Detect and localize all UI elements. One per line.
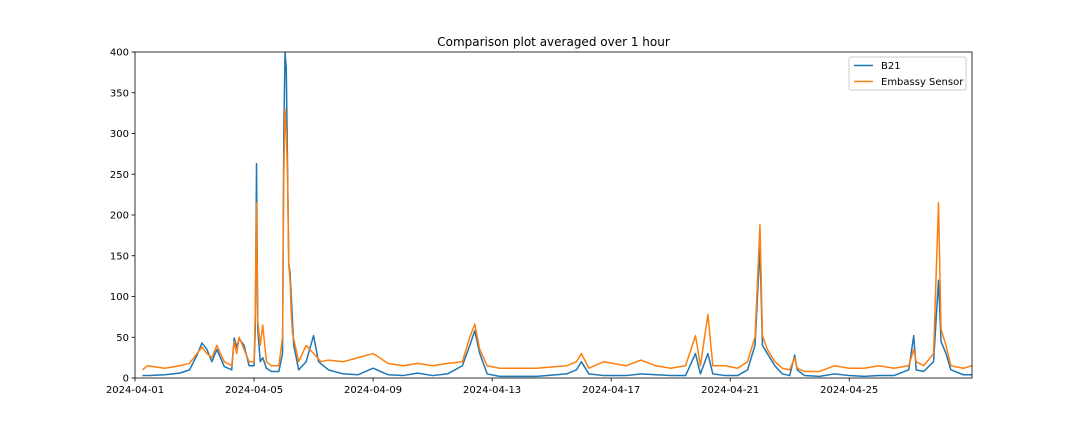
series-line-b21: [142, 52, 972, 378]
y-tick-label: 0: [123, 374, 129, 385]
y-tick-label: 200: [110, 211, 129, 222]
y-tick-label: 150: [110, 251, 129, 262]
series-layer: [141, 52, 972, 378]
y-tick-label: 350: [110, 88, 129, 99]
legend-label: B21: [881, 61, 901, 72]
y-tick-label: 300: [110, 129, 129, 140]
x-tick-label: 2024-04-17: [582, 385, 640, 396]
x-axis: 2024-04-01 2024-04-05 2024-04-09 2024-04-13…: [106, 378, 878, 396]
chart-title: Comparison plot averaged over 1 hour: [437, 35, 670, 49]
x-tick-label: 2024-04-13: [463, 385, 521, 396]
series-line-embassy-sensor: [141, 108, 972, 373]
y-axis: 0 50 100 150 200 250 300 350 400: [110, 48, 135, 385]
legend-frame: [848, 56, 967, 91]
y-tick-label: 100: [110, 292, 129, 303]
y-tick-label: 400: [110, 48, 129, 59]
legend-label: Embassy Sensor: [881, 77, 964, 88]
y-tick-label: 250: [110, 170, 129, 181]
x-tick-label: 2024-04-25: [820, 385, 878, 396]
legend: B21 Embassy Sensor: [848, 56, 967, 91]
x-tick-label: 2024-04-01: [106, 385, 164, 396]
x-tick-label: 2024-04-21: [701, 385, 759, 396]
y-tick-label: 50: [116, 333, 129, 344]
x-tick-label: 2024-04-05: [225, 385, 283, 396]
x-tick-label: 2024-04-09: [344, 385, 402, 396]
